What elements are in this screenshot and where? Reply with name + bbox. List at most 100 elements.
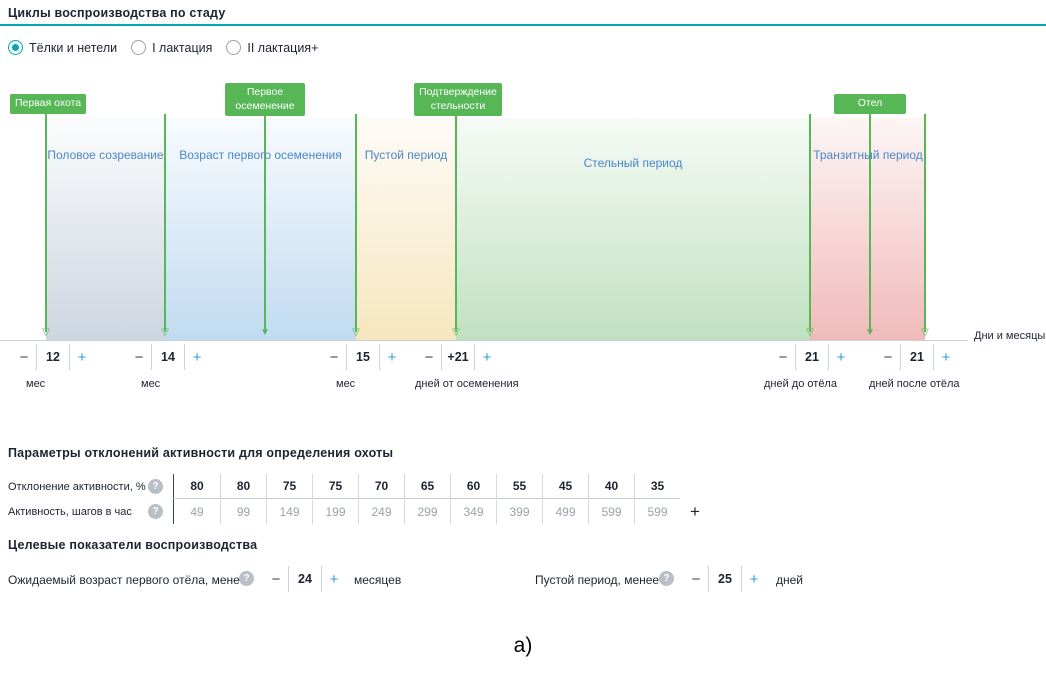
plus-button[interactable]: + (941, 348, 951, 366)
deviation-cell[interactable]: 65 (404, 474, 450, 498)
steps-cell[interactable]: 349 (450, 499, 496, 524)
milestone-badge-first-insemination: Первое осеменение (225, 83, 305, 117)
radio-unselected-icon (131, 40, 147, 55)
plus-button[interactable]: + (749, 570, 759, 588)
stepper-puberty-months: − 12 + (12, 344, 94, 370)
stepper-value[interactable]: 24 (288, 566, 322, 592)
steps-cell[interactable]: 49 (190, 504, 204, 519)
plus-button[interactable]: + (329, 570, 339, 588)
arrow-down-icon: ▽ (921, 327, 929, 338)
row-values: 49 99 149 199 249 299 349 399 499 599 59… (173, 499, 680, 524)
arrow-down-icon: ▽ (161, 327, 169, 338)
deviation-cell[interactable]: 70 (358, 474, 404, 498)
minus-button[interactable]: − (134, 348, 144, 366)
minus-button[interactable]: − (778, 348, 788, 366)
steps-cell[interactable]: 99 (220, 499, 266, 524)
target-unit: дней (776, 573, 804, 587)
radio-label: I лактация (152, 40, 213, 55)
plus-button[interactable]: + (77, 348, 87, 366)
deviation-cell[interactable]: 75 (312, 474, 358, 498)
steps-cell[interactable]: 149 (266, 499, 312, 524)
milestone-line (809, 114, 811, 332)
arrow-down-icon: ▽ (352, 327, 360, 338)
deviation-cell[interactable]: 80 (220, 474, 266, 498)
stepper-days-after-calving: − 21 + (876, 344, 958, 370)
deviation-cell[interactable]: 45 (542, 474, 588, 498)
milestone-line (164, 114, 166, 332)
deviation-cell[interactable]: 55 (496, 474, 542, 498)
lactation-filter-group: Тёлки и нетели I лактация II лактация+ (8, 40, 318, 55)
target-label-open-period: Пустой период, менее (535, 573, 660, 587)
minus-button[interactable]: − (883, 348, 893, 366)
help-icon[interactable]: ? (148, 479, 163, 494)
stepper-unit: дней после отёла (869, 378, 960, 390)
arrow-down-icon: ▼ (865, 327, 875, 338)
table-row: Активность, шагов в час ? 49 99 149 199 … (8, 499, 700, 524)
radio-lactation-2plus[interactable]: II лактация+ (226, 40, 318, 55)
milestone-badge-first-heat: Первая охота (10, 94, 87, 114)
radio-heifers[interactable]: Тёлки и нетели (8, 40, 117, 55)
stepper-unit: мес (336, 378, 356, 390)
reproduction-timeline: ▽ ▽ ▼ ▽ ▽ ▽ ▼ ▽ Первая охота Первое осем… (0, 82, 1046, 344)
deviation-cell[interactable]: 35 (634, 474, 680, 498)
stepper-value[interactable]: +21 (441, 344, 475, 370)
steps-cell[interactable]: 399 (496, 499, 542, 524)
deviation-cell[interactable]: 80 (190, 479, 204, 493)
milestone-line (924, 114, 926, 332)
arrow-down-icon: ▼ (260, 327, 270, 338)
deviation-cell[interactable]: 60 (450, 474, 496, 498)
minus-button[interactable]: − (424, 348, 434, 366)
period-label-first-insemination-age: Возраст первого осеменения (179, 148, 342, 162)
add-column-button[interactable]: + (690, 501, 700, 521)
timeline-axis (0, 340, 968, 341)
stepper-value[interactable]: 25 (708, 566, 742, 592)
milestone-line (264, 114, 266, 332)
arrow-down-icon: ▽ (452, 327, 460, 338)
help-icon[interactable]: ? (148, 504, 163, 519)
stepper-days-before-calving: − 21 + (771, 344, 853, 370)
stepper-value[interactable]: 12 (36, 344, 70, 370)
plus-button[interactable]: + (387, 348, 397, 366)
steps-cell[interactable]: 499 (542, 499, 588, 524)
plus-button[interactable]: + (482, 348, 492, 366)
minus-button[interactable]: − (329, 348, 339, 366)
plus-button[interactable]: + (836, 348, 846, 366)
help-icon[interactable]: ? (659, 571, 674, 586)
stepper-value[interactable]: 15 (346, 344, 380, 370)
stepper-value[interactable]: 14 (151, 344, 185, 370)
steps-cell[interactable]: 599 (634, 499, 680, 524)
steps-cell[interactable]: 199 (312, 499, 358, 524)
period-puberty (46, 118, 165, 340)
deviation-cell[interactable]: 75 (266, 474, 312, 498)
period-label-puberty: Половое созревание (47, 148, 164, 162)
plus-button[interactable]: + (192, 348, 202, 366)
radio-lactation-1[interactable]: I лактация (131, 40, 212, 55)
milestone-badge-calving: Отел (834, 94, 906, 114)
steps-cell[interactable]: 299 (404, 499, 450, 524)
stepper-value[interactable]: 21 (795, 344, 829, 370)
target-label-first-calving-age: Ожидаемый возраст первого отёла, менее (8, 573, 247, 587)
stepper-value[interactable]: 21 (900, 344, 934, 370)
steps-cell[interactable]: 249 (358, 499, 404, 524)
period-pregnant (456, 118, 810, 340)
milestone-line (45, 114, 47, 332)
help-icon[interactable]: ? (239, 571, 254, 586)
minus-button[interactable]: − (271, 570, 281, 588)
stepper-unit: мес (141, 378, 161, 390)
table-row: Отклонение активности, % ? 80 80 75 75 7… (8, 474, 700, 499)
period-label-pregnant: Стельный период (583, 156, 683, 170)
stepper-unit: мес (26, 378, 46, 390)
milestone-line (355, 114, 357, 332)
period-first-insemination-age (165, 118, 356, 340)
deviation-cell[interactable]: 40 (588, 474, 634, 498)
period-label-transit: Транзитный период (813, 148, 923, 162)
row-values: 80 80 75 75 70 65 60 55 45 40 35 (173, 474, 680, 499)
axis-caption: Дни и месяцы (974, 330, 1046, 342)
steps-cell[interactable]: 599 (588, 499, 634, 524)
minus-button[interactable]: − (691, 570, 701, 588)
radio-label: Тёлки и нетели (29, 40, 118, 55)
arrow-down-icon: ▽ (806, 327, 814, 338)
milestone-line (455, 114, 457, 332)
minus-button[interactable]: − (19, 348, 29, 366)
